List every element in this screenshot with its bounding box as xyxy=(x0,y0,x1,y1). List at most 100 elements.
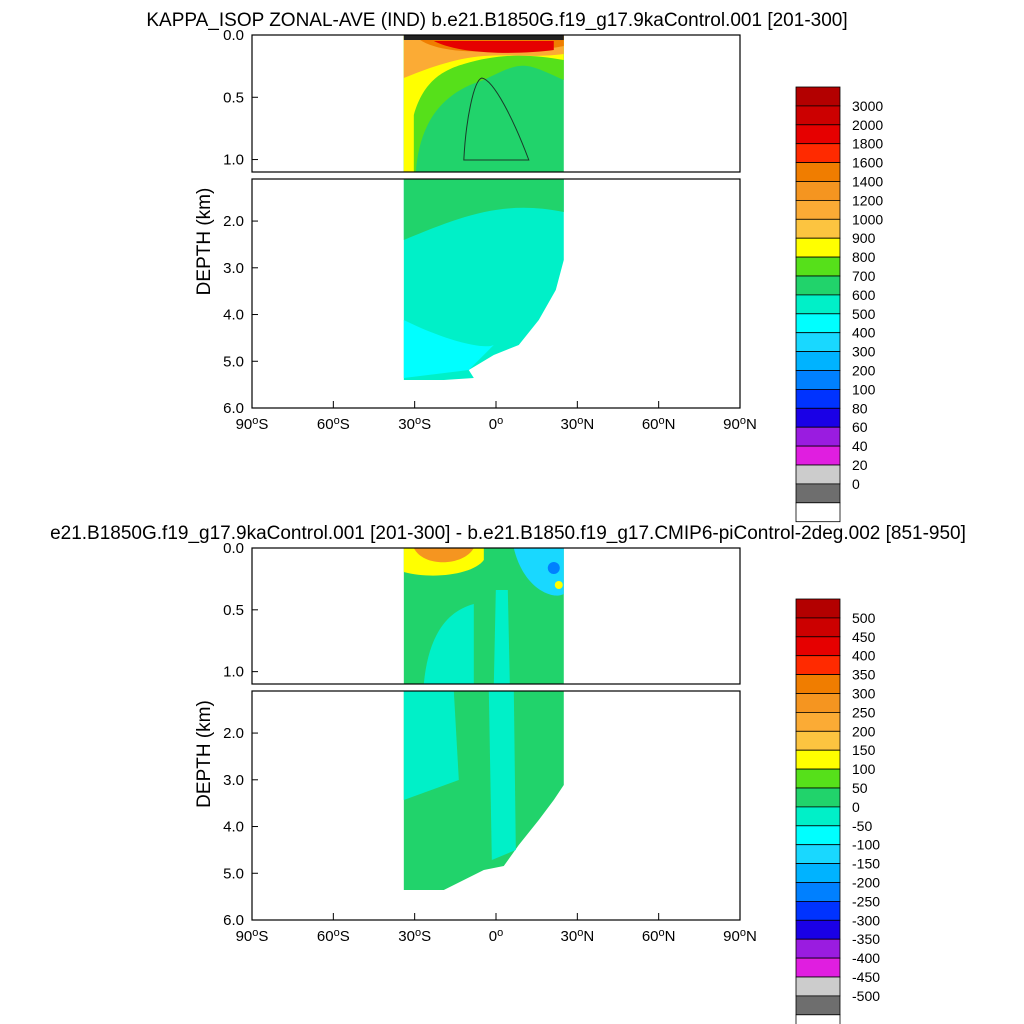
colorbar-swatch xyxy=(795,199,841,220)
colorbar-swatch xyxy=(795,143,841,163)
upper-depth-field xyxy=(403,35,564,172)
colorbar-label: 1600 xyxy=(852,155,883,171)
colorbar-label: 3000 xyxy=(852,98,883,114)
colorbar-swatch xyxy=(795,162,841,182)
colorbar-swatch xyxy=(795,1014,841,1024)
colorbar-label: 0 xyxy=(852,799,860,815)
y-tick-label: 0.0 xyxy=(223,540,244,557)
upper-depth-field xyxy=(403,548,564,684)
colorbar-label: 150 xyxy=(852,742,876,758)
y-tick-label: 0.5 xyxy=(223,89,244,106)
x-tick-label: 90oS xyxy=(236,927,269,945)
colorbar-swatch xyxy=(795,445,841,466)
colorbar-swatch xyxy=(795,483,841,504)
y-tick-label: 1.0 xyxy=(223,664,244,681)
colorbar-swatch xyxy=(795,693,841,713)
colorbar-label: -200 xyxy=(852,875,880,891)
x-tick-label: 30oN xyxy=(561,415,595,433)
y-tick-label: 6.0 xyxy=(223,400,244,417)
field-contour-250 xyxy=(413,548,474,563)
colorbar-swatch xyxy=(795,181,841,201)
colorbar-label: -300 xyxy=(852,912,880,928)
y-tick-label: 0.0 xyxy=(223,27,244,44)
field-contour-minus250 xyxy=(547,562,560,574)
colorbar-label: -400 xyxy=(852,950,880,966)
colorbar-swatch xyxy=(795,502,841,523)
colorbar-label: 300 xyxy=(852,344,876,360)
colorbar-label: 500 xyxy=(852,610,876,626)
chart-title: KAPPA_ISOP ZONAL-AVE (IND) b.e21.B1850G.… xyxy=(146,10,847,31)
colorbar-swatch xyxy=(795,976,841,997)
colorbar-label: 50 xyxy=(852,780,868,796)
colorbar-swatch xyxy=(795,825,841,846)
field-surface-band xyxy=(403,35,564,40)
colorbar-label: -450 xyxy=(852,969,880,985)
chart-title: e21.B1850G.f19_g17.9kaControl.001 [201-3… xyxy=(50,523,966,544)
colorbar-label: 1800 xyxy=(852,136,883,152)
field-contour-100-spot xyxy=(554,581,563,589)
colorbar-label: 600 xyxy=(852,287,876,303)
upper-panel-frame xyxy=(251,547,741,685)
colorbar-swatch xyxy=(795,901,841,921)
colorbar-label: -50 xyxy=(852,818,872,834)
colorbar-label: 200 xyxy=(852,723,876,739)
colorbar-label: 60 xyxy=(852,419,868,435)
y-tick-label: 0.5 xyxy=(223,602,244,619)
colorbar-swatch xyxy=(795,919,841,940)
colorbar-label: 300 xyxy=(852,686,876,702)
colorbar-swatch xyxy=(795,863,841,883)
colorbar-label: 900 xyxy=(852,230,876,246)
y-axis-label: DEPTH (km) xyxy=(194,700,215,808)
colorbar-swatch xyxy=(795,787,841,808)
plot-panel-2: e21.B1850G.f19_g17.9kaControl.001 [201-3… xyxy=(50,523,966,1024)
field-deep-contour-minus50 xyxy=(403,691,459,800)
y-tick-label: 1.0 xyxy=(223,152,244,169)
x-tick-label: 90oS xyxy=(236,415,269,433)
colorbar: 500450400350300250200150100500-50-100-15… xyxy=(795,598,880,1024)
y-tick-label: 5.0 xyxy=(223,353,244,370)
x-tick-label: 30oN xyxy=(561,927,595,945)
field-contour-2000 xyxy=(433,41,554,53)
colorbar-label: 700 xyxy=(852,268,876,284)
colorbar-swatch xyxy=(795,275,841,296)
colorbar-label: -500 xyxy=(852,988,880,1004)
colorbar-swatch xyxy=(795,313,841,334)
colorbar-label: 0 xyxy=(852,476,860,492)
colorbar-swatch xyxy=(795,464,841,485)
colorbar-label: 100 xyxy=(852,381,876,397)
field-deep-contour-600 xyxy=(403,179,564,240)
colorbar-label: 500 xyxy=(852,306,876,322)
colorbar-label: 1400 xyxy=(852,174,883,190)
colorbar-label: 200 xyxy=(852,363,876,379)
x-tick-label: 90oN xyxy=(723,415,757,433)
field-contour-lines xyxy=(463,77,530,161)
x-tick-label: 60oN xyxy=(642,415,676,433)
x-tick-label: 60oS xyxy=(317,415,350,433)
colorbar-swatch xyxy=(795,882,841,902)
colorbar-label: 350 xyxy=(852,667,876,683)
colorbar-swatch xyxy=(795,294,841,315)
colorbar-swatch xyxy=(795,730,841,751)
colorbar-label: 20 xyxy=(852,457,868,473)
y-tick-label: 5.0 xyxy=(223,865,244,882)
colorbar-swatch xyxy=(795,105,841,126)
x-tick-label: 0o xyxy=(489,927,503,945)
colorbar-swatch xyxy=(795,768,841,789)
colorbar-label: 450 xyxy=(852,629,876,645)
colorbar-swatch xyxy=(795,598,841,619)
colorbar-label: -100 xyxy=(852,837,880,853)
colorbar-swatch xyxy=(795,218,841,239)
field-contour-minus50-b xyxy=(493,590,510,684)
colorbar-label: -350 xyxy=(852,931,880,947)
y-tick-label: 3.0 xyxy=(223,772,244,789)
colorbar-swatch xyxy=(795,426,841,447)
x-tick-label: 30oS xyxy=(398,415,431,433)
colorbar-label: 1000 xyxy=(852,211,883,227)
colorbar-swatch xyxy=(795,749,841,770)
colorbar-label: 2000 xyxy=(852,117,883,133)
colorbar-swatch xyxy=(795,86,841,107)
x-tick-label: 90oN xyxy=(723,927,757,945)
y-tick-label: 6.0 xyxy=(223,912,244,929)
colorbar: 3000200018001600140012001000900800700600… xyxy=(795,86,883,523)
